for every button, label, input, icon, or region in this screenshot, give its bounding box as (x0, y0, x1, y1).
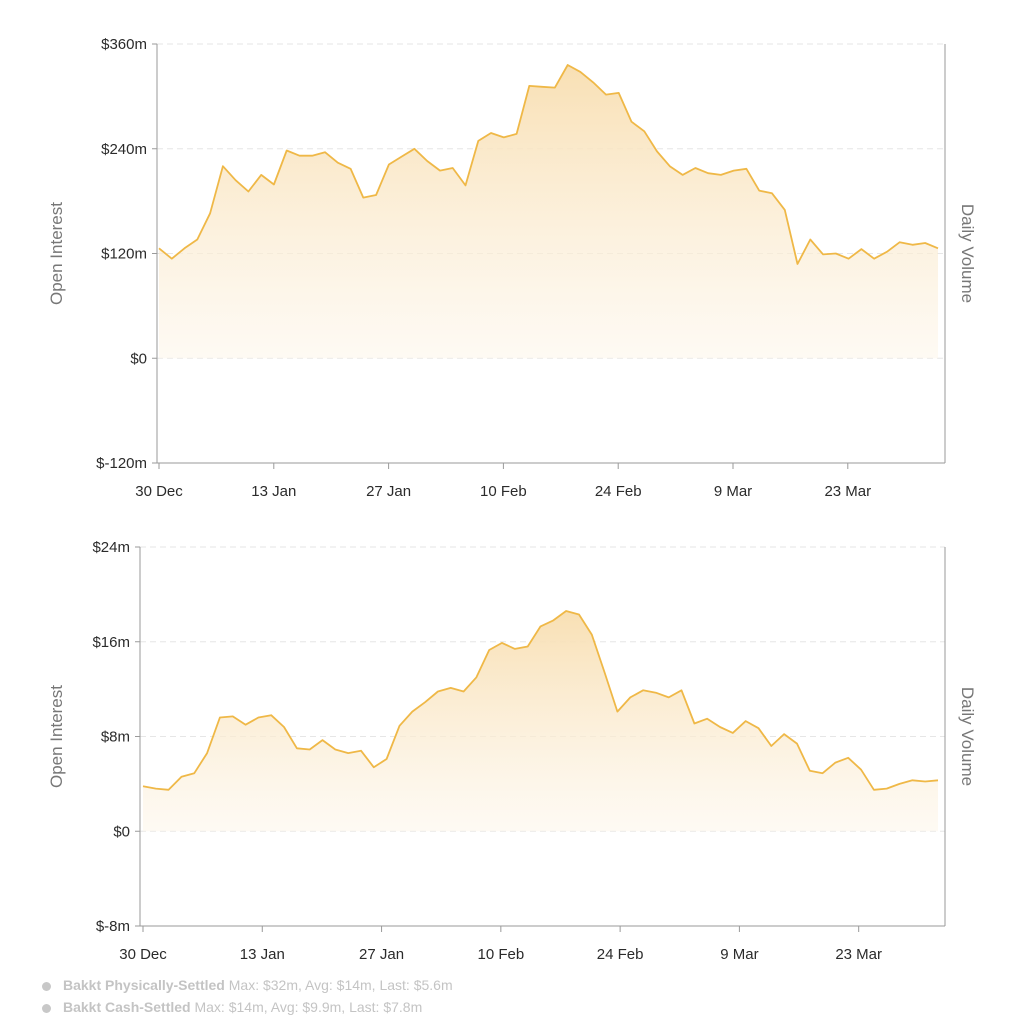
y-tick-label: $0 (130, 350, 147, 367)
legend-series-name: Bakkt Cash-Settled (63, 999, 191, 1015)
legend-dot-icon (42, 981, 51, 991)
x-tick-label: 23 Mar (824, 483, 871, 500)
x-tick-label: 24 Feb (597, 946, 644, 963)
x-tick-label: 27 Jan (359, 946, 404, 963)
chart-1: $360m $240m $120m $0 $-120m 30 Dec 13 Jan 27 Ja… (47, 36, 977, 500)
legend: Bakkt Physically-Settled Max: $32m, Avg:… (42, 974, 1022, 1024)
y2-axis-title: Daily Volume (958, 204, 977, 303)
x-tick-label: 13 Jan (240, 946, 285, 963)
legend-series-stats: Max: $14m, Avg: $9.9m, Last: $7.8m (194, 999, 423, 1015)
y-tick-label: $16m (92, 634, 130, 651)
legend-item[interactable]: Bakkt Cash-Settled Max: $14m, Avg: $9.9m… (42, 996, 1022, 1018)
x-tick-label: 13 Jan (251, 483, 296, 500)
series-area (159, 65, 938, 359)
y-axis-title: Open Interest (47, 685, 66, 788)
x-tick-label: 30 Dec (119, 946, 167, 963)
x-tick-label: 9 Mar (714, 483, 752, 500)
y-axis-title: Open Interest (47, 202, 66, 305)
y-tick-label: $8m (101, 729, 130, 746)
charts-canvas: $360m $240m $120m $0 $-120m 30 Dec 13 Jan 27 Ja… (47, 36, 977, 963)
y2-axis-title: Daily Volume (958, 687, 977, 786)
legend-dot-icon (42, 1003, 51, 1013)
y-tick-label: $120m (101, 246, 147, 263)
x-tick-label: 9 Mar (720, 946, 758, 963)
y-tick-label: $240m (101, 141, 147, 158)
x-tick-label: 27 Jan (366, 483, 411, 500)
y-tick-label: $0 (113, 823, 130, 840)
x-tick-label: 10 Feb (477, 946, 524, 963)
series-line (158, 64, 939, 265)
y-tick-label: $-8m (96, 918, 130, 935)
y-tick-label: $360m (101, 36, 147, 53)
y-tick-label: $-120m (96, 455, 147, 472)
series-line (142, 610, 939, 791)
x-tick-label: 10 Feb (480, 483, 527, 500)
x-tick-label: 23 Mar (835, 946, 882, 963)
x-tick-label: 30 Dec (135, 483, 183, 500)
legend-series-stats: Max: $32m, Avg: $14m, Last: $5.6m (228, 977, 453, 993)
chart-2: $24m $16m $8m $0 $-8m 30 Dec 13 Jan 27 Jan 10 Fe… (47, 539, 977, 963)
legend-series-name: Bakkt Physically-Settled (63, 977, 225, 993)
series-area (143, 611, 938, 832)
y-tick-label: $24m (92, 539, 130, 556)
x-tick-label: 24 Feb (595, 483, 642, 500)
legend-item[interactable]: Bakkt Physically-Settled Max: $32m, Avg:… (42, 974, 1022, 996)
